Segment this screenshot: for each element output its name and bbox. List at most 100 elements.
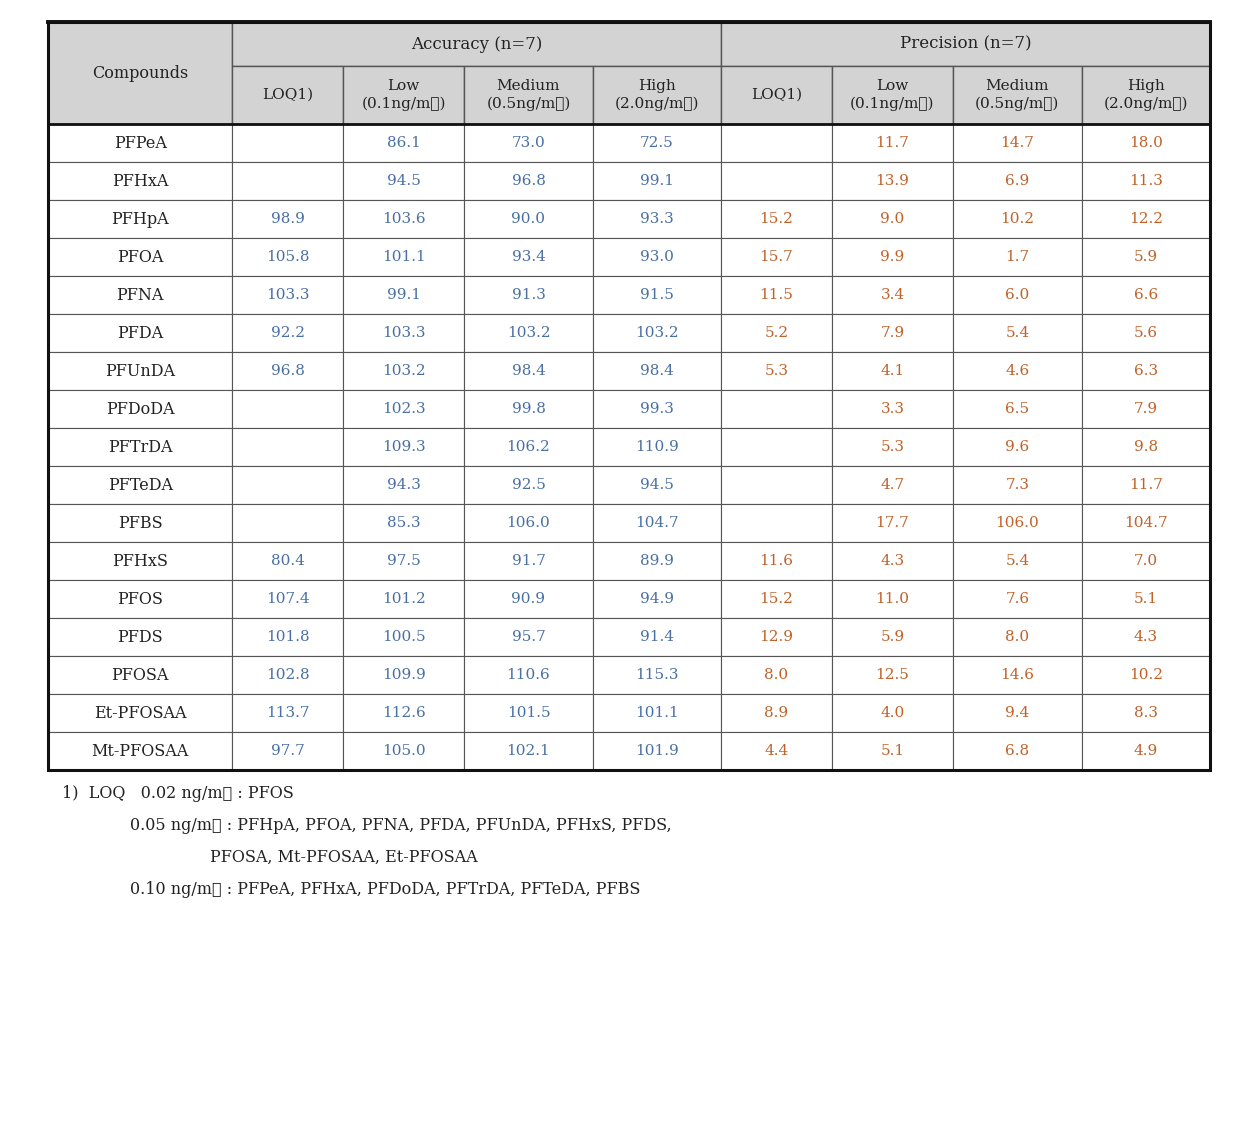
Bar (832, 427, 953, 466)
Bar (232, 504, 343, 542)
Bar (343, 504, 465, 542)
Bar (49, 656, 232, 695)
Text: 106.2: 106.2 (507, 440, 551, 454)
Bar (721, 618, 832, 656)
Text: 94.5: 94.5 (386, 174, 421, 188)
Text: PFOSA, Mt-PFOSAA, Et-PFOSAA: PFOSA, Mt-PFOSAA, Et-PFOSAA (211, 849, 477, 866)
Bar (721, 314, 832, 352)
Text: 99.1: 99.1 (640, 174, 674, 188)
Text: 110.9: 110.9 (635, 440, 679, 454)
Text: PFNA: PFNA (116, 286, 164, 303)
Bar (1082, 580, 1210, 618)
Bar (953, 504, 1082, 542)
Bar (343, 314, 465, 352)
Bar (343, 580, 465, 618)
Bar (49, 314, 232, 352)
Text: 105.8: 105.8 (265, 250, 309, 264)
Text: PFHxS: PFHxS (112, 552, 168, 570)
Text: 6.5: 6.5 (1006, 402, 1029, 416)
Bar (832, 162, 953, 200)
Bar (593, 276, 721, 314)
Text: 90.0: 90.0 (512, 212, 546, 226)
Text: 5.2: 5.2 (764, 327, 789, 340)
Bar (232, 314, 343, 352)
Text: 4.6: 4.6 (1006, 364, 1029, 378)
Text: 9.8: 9.8 (1134, 440, 1158, 454)
Text: 14.7: 14.7 (1001, 136, 1034, 150)
Bar (953, 542, 1082, 580)
Text: 4.0: 4.0 (881, 706, 905, 720)
Text: 102.1: 102.1 (507, 744, 551, 758)
Text: 11.0: 11.0 (876, 592, 910, 606)
Text: 17.7: 17.7 (876, 516, 910, 530)
Text: 103.3: 103.3 (381, 327, 425, 340)
Text: 18.0: 18.0 (1129, 136, 1163, 150)
Text: 101.8: 101.8 (265, 629, 309, 644)
Text: 99.3: 99.3 (640, 402, 674, 416)
Bar (343, 656, 465, 695)
Bar (232, 125, 343, 162)
Text: 9.6: 9.6 (1006, 440, 1029, 454)
Bar (1082, 618, 1210, 656)
Text: 11.7: 11.7 (876, 136, 910, 150)
Text: 107.4: 107.4 (265, 592, 309, 606)
Bar (49, 504, 232, 542)
Bar (593, 314, 721, 352)
Text: 98.4: 98.4 (512, 364, 546, 378)
Bar (232, 390, 343, 427)
Text: 103.2: 103.2 (635, 327, 679, 340)
Text: Accuracy (n=7): Accuracy (n=7) (411, 36, 542, 53)
Bar (593, 504, 721, 542)
Bar (953, 695, 1082, 732)
Bar (232, 352, 343, 390)
Text: 5.3: 5.3 (881, 440, 905, 454)
Text: 8.0: 8.0 (1006, 629, 1029, 644)
Bar (49, 162, 232, 200)
Bar (465, 580, 593, 618)
Text: Medium
(0.5ng/mℓ): Medium (0.5ng/mℓ) (486, 79, 571, 111)
Bar (1082, 466, 1210, 504)
Bar (232, 66, 343, 125)
Bar (721, 125, 832, 162)
Bar (953, 390, 1082, 427)
Bar (465, 542, 593, 580)
Text: 101.2: 101.2 (381, 592, 425, 606)
Text: 14.6: 14.6 (1001, 668, 1034, 682)
Text: 104.7: 104.7 (1124, 516, 1168, 530)
Text: 92.5: 92.5 (512, 478, 546, 493)
Text: 101.1: 101.1 (635, 706, 679, 720)
Bar (1082, 238, 1210, 276)
Bar (343, 352, 465, 390)
Bar (49, 732, 232, 770)
Bar (953, 732, 1082, 770)
Bar (832, 276, 953, 314)
Bar (953, 580, 1082, 618)
Bar (1082, 656, 1210, 695)
Text: 73.0: 73.0 (512, 136, 546, 150)
Text: 109.3: 109.3 (381, 440, 425, 454)
Text: 92.2: 92.2 (270, 327, 305, 340)
Bar (953, 238, 1082, 276)
Text: PFOS: PFOS (117, 590, 163, 607)
Text: Precision (n=7): Precision (n=7) (900, 36, 1032, 53)
Bar (832, 542, 953, 580)
Bar (1082, 162, 1210, 200)
Bar (832, 390, 953, 427)
Text: 0.10 ng/mℓ : PFPeA, PFHxA, PFDoDA, PFTrDA, PFTeDA, PFBS: 0.10 ng/mℓ : PFPeA, PFHxA, PFDoDA, PFTrD… (130, 881, 640, 898)
Text: 4.1: 4.1 (881, 364, 905, 378)
Bar (343, 695, 465, 732)
Text: 4.7: 4.7 (881, 478, 905, 493)
Text: 89.9: 89.9 (640, 554, 674, 568)
Bar (832, 125, 953, 162)
Text: 101.5: 101.5 (507, 706, 551, 720)
Text: 105.0: 105.0 (381, 744, 425, 758)
Text: Medium
(0.5ng/mℓ): Medium (0.5ng/mℓ) (976, 79, 1059, 111)
Text: 12.9: 12.9 (760, 629, 794, 644)
Bar (593, 162, 721, 200)
Bar (593, 618, 721, 656)
Text: 103.2: 103.2 (507, 327, 551, 340)
Text: High
(2.0ng/mℓ): High (2.0ng/mℓ) (614, 79, 699, 111)
Bar (343, 542, 465, 580)
Text: 91.7: 91.7 (512, 554, 546, 568)
Text: 3.3: 3.3 (881, 402, 905, 416)
